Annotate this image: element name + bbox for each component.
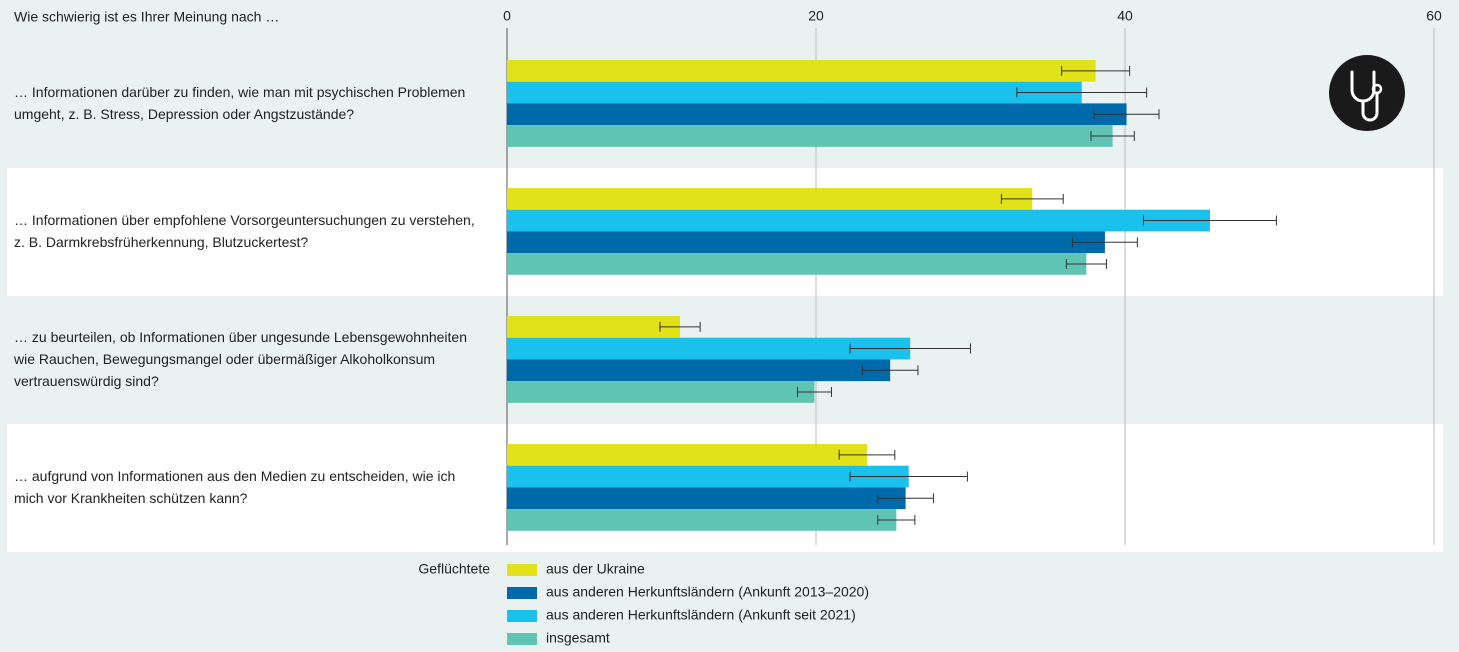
error-bar [1016, 87, 1148, 98]
category-label: … zu beurteilen, ob Informationen über u… [14, 329, 467, 390]
category-label: … aufgrund von Informationen aus den Med… [14, 468, 456, 507]
legend-title: Geflüchtete [418, 561, 490, 577]
chart-title: Wie schwierig ist es Ihrer Meinung nach … [14, 9, 279, 25]
bar [507, 209, 1210, 232]
error-bar [1090, 130, 1135, 141]
legend-label: aus anderen Herkunftsländern (Ankunft 20… [546, 584, 869, 600]
error-bar [1071, 237, 1138, 248]
bar [507, 125, 1113, 147]
bar [507, 103, 1127, 126]
error-bar [1000, 193, 1064, 204]
category-label: … Informationen darüber zu finden, wie m… [14, 84, 466, 123]
legend-swatch [507, 564, 537, 576]
legend-label: insgesamt [546, 630, 610, 646]
bar [507, 253, 1087, 275]
legend-swatch [507, 610, 537, 622]
bar [507, 444, 867, 466]
bar [507, 81, 1082, 104]
x-tick-label: 40 [1117, 8, 1133, 24]
bar [507, 487, 906, 510]
bar [507, 231, 1105, 254]
error-bar [1061, 65, 1131, 76]
x-tick-label: 0 [503, 8, 511, 24]
bar [507, 465, 909, 488]
category-label: … Informationen über empfohlene Vorsorge… [14, 212, 475, 251]
bar [507, 359, 891, 382]
error-bar [1093, 109, 1160, 120]
error-bar [1143, 215, 1277, 226]
bar [507, 188, 1033, 210]
error-bar [849, 471, 968, 482]
x-tick-label: 60 [1426, 8, 1442, 24]
legend-label: aus anderen Herkunftsländern (Ankunft se… [546, 607, 856, 623]
bar [507, 337, 911, 360]
bar [507, 60, 1096, 82]
error-bar [838, 449, 896, 460]
legend-swatch [507, 633, 537, 645]
bar [507, 381, 815, 403]
bar [507, 509, 897, 531]
error-bar [877, 493, 934, 504]
legend-swatch [507, 587, 537, 599]
error-bar [659, 321, 701, 332]
icon [1329, 55, 1405, 131]
error-bar [1065, 258, 1107, 269]
error-bar [796, 386, 832, 397]
error-bar [849, 343, 971, 354]
bar [507, 316, 681, 338]
x-tick-label: 20 [808, 8, 824, 24]
legend-label: aus der Ukraine [546, 561, 645, 577]
error-bar [877, 514, 916, 525]
error-bar [861, 365, 919, 376]
